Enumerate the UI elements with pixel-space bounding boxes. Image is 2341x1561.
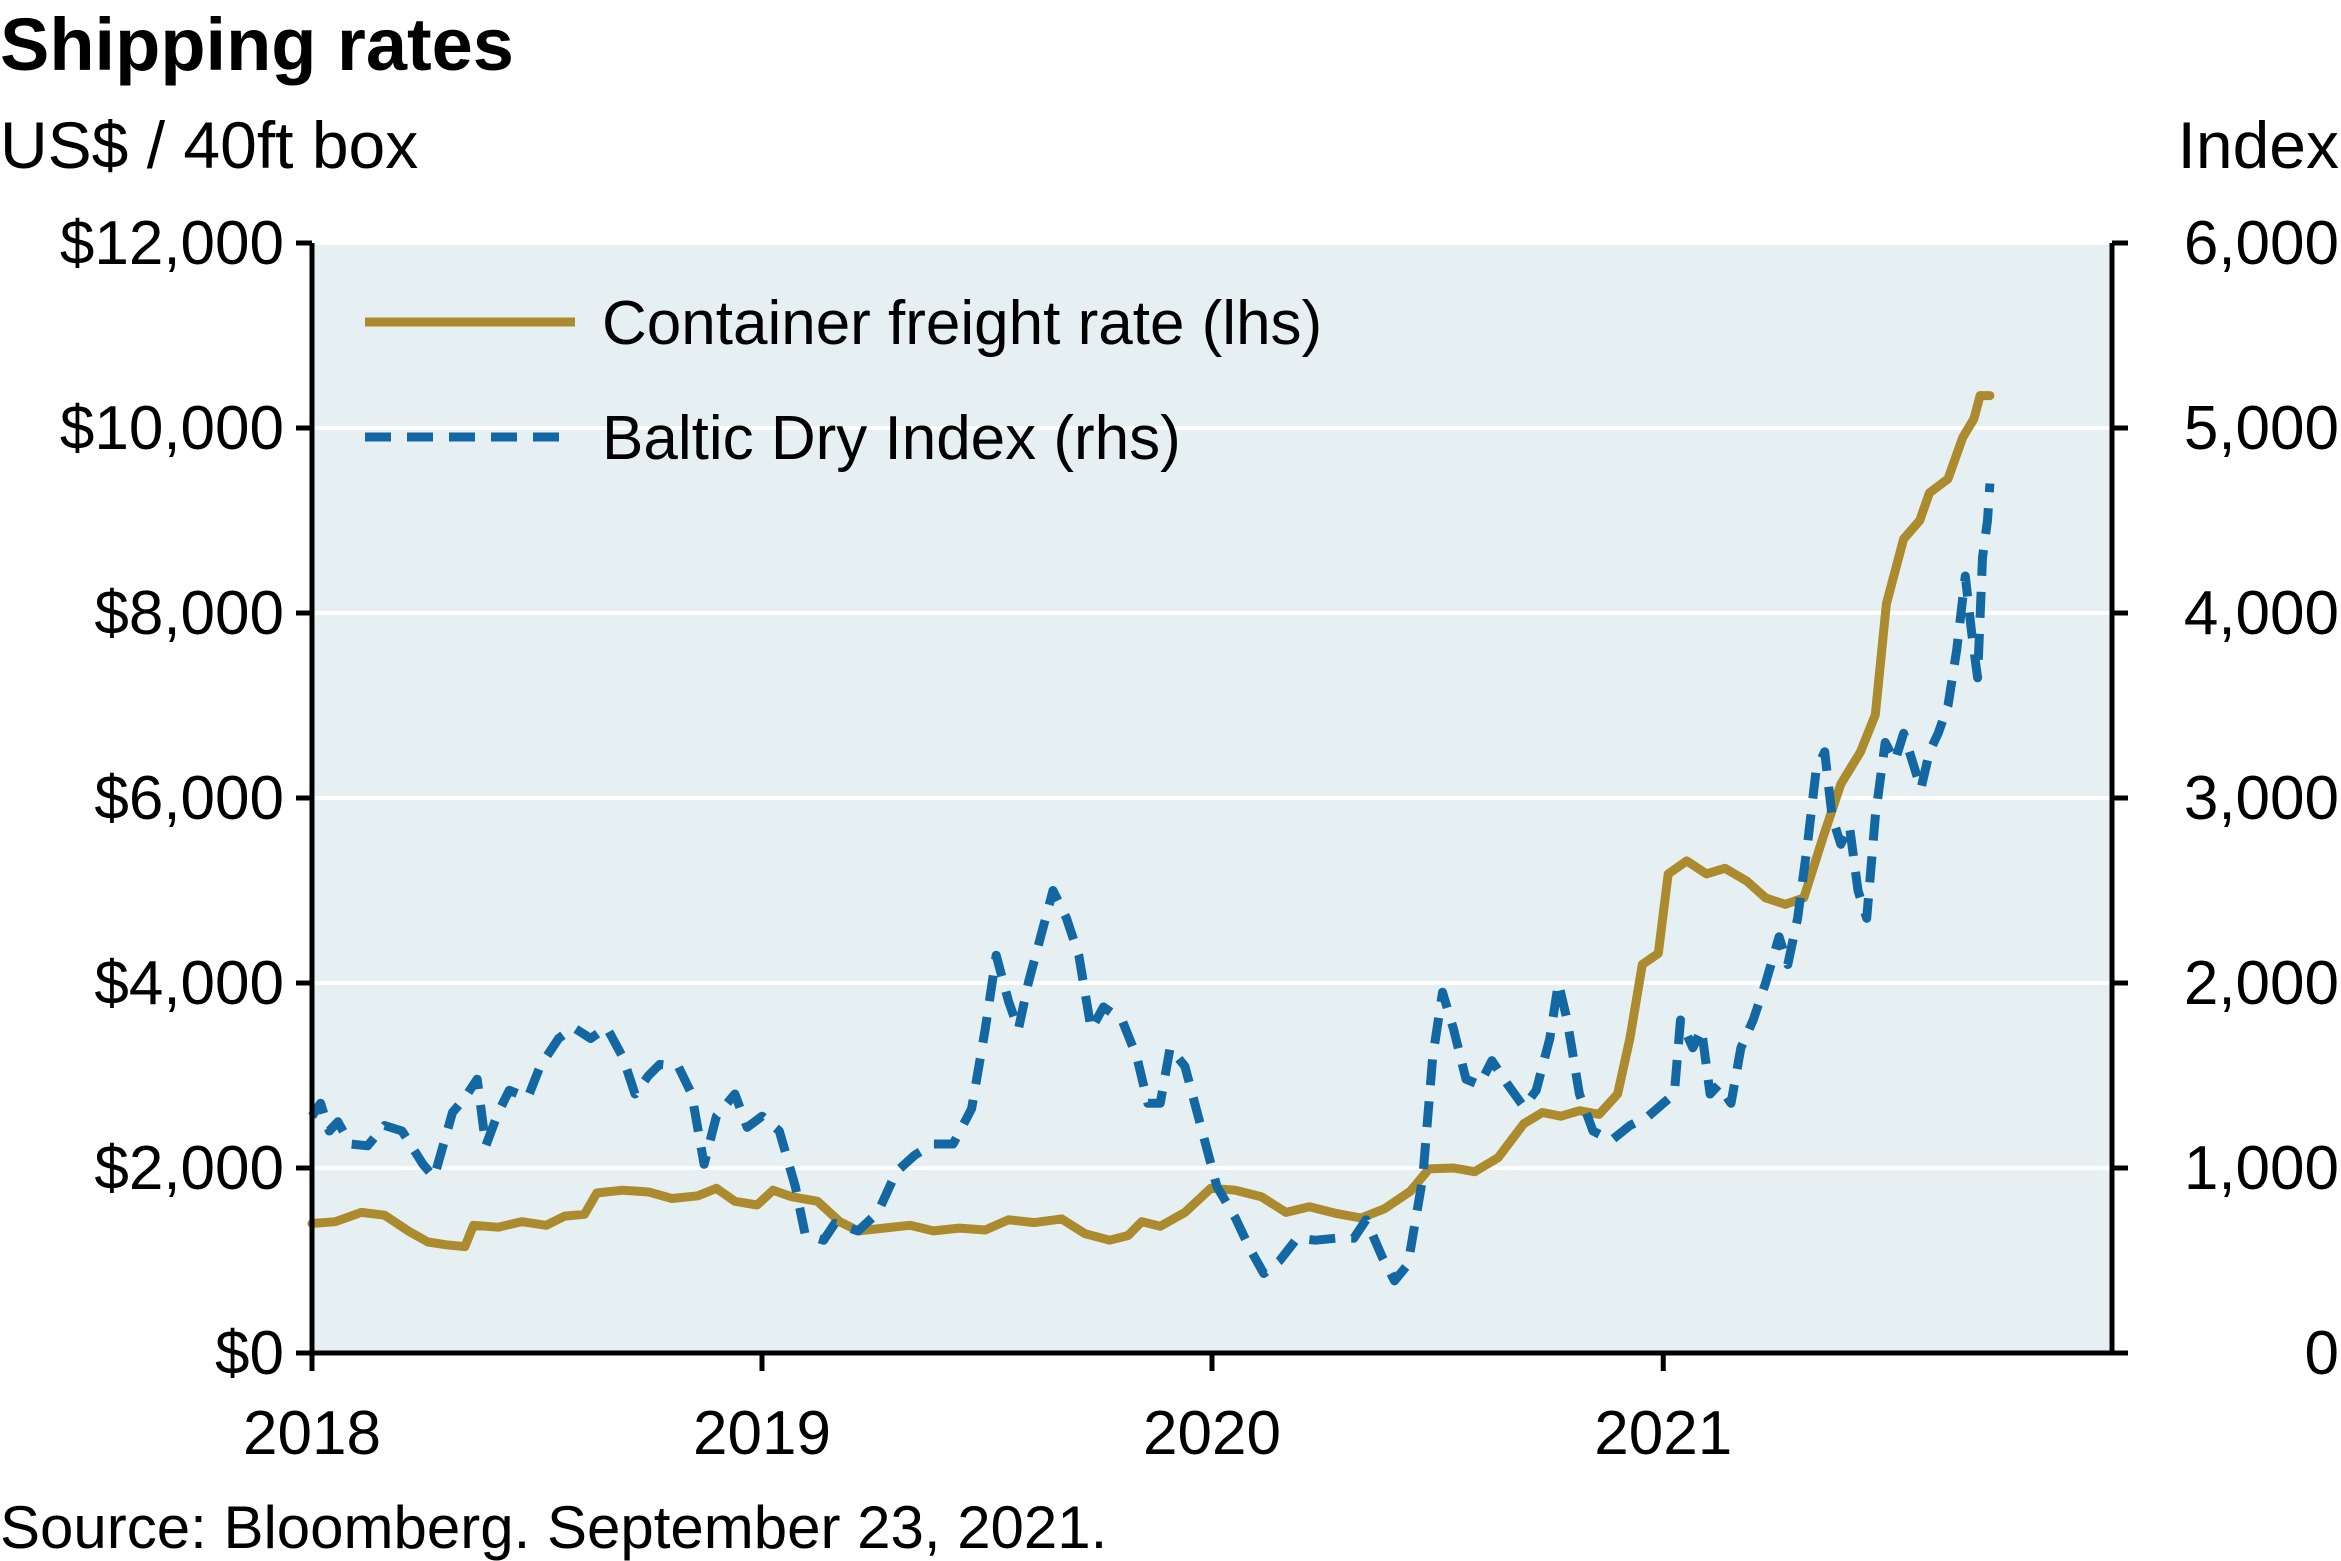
- source-note: Source: Bloomberg. September 23, 2021.: [0, 1494, 1107, 1561]
- tick-labels: $0 $2,000 $4,000 $6,000 $8,000 $10,000 $12,000…: [60, 209, 2339, 1468]
- x-tick-label: 2018: [243, 1399, 381, 1468]
- right-tick-label: 1,000: [2184, 1134, 2339, 1203]
- right-tick-label: 4,000: [2184, 579, 2339, 648]
- right-tick-label: 3,000: [2184, 764, 2339, 833]
- right-tick-label: 5,000: [2184, 394, 2339, 463]
- right-tick-label: 2,000: [2184, 949, 2339, 1018]
- right-axis-unit: Index: [2178, 108, 2339, 182]
- left-axis-unit: US$ / 40ft box: [0, 108, 418, 182]
- right-tick-label: 6,000: [2184, 209, 2339, 278]
- left-tick-label: $12,000: [60, 209, 284, 278]
- left-tick-label: $6,000: [94, 764, 284, 833]
- legend-label-baltic-dry-index: Baltic Dry Index (rhs): [602, 404, 1181, 473]
- right-tick-label: 0: [2305, 1319, 2339, 1388]
- left-tick-label: $0: [215, 1319, 284, 1388]
- x-tick-label: 2019: [693, 1399, 831, 1468]
- legend-label-container-freight: Container freight rate (lhs): [602, 289, 1322, 358]
- series-layer: [307, 391, 1995, 1286]
- axes: [296, 240, 2128, 1371]
- left-tick-label: $10,000: [60, 394, 284, 463]
- gridlines: [312, 241, 2112, 1170]
- x-tick-label: 2021: [1594, 1399, 1732, 1468]
- left-tick-label: $8,000: [94, 579, 284, 648]
- series-line-baltic-dry-index: [308, 483, 1995, 1286]
- left-tick-label: $4,000: [94, 949, 284, 1018]
- x-tick-label: 2020: [1143, 1399, 1281, 1468]
- left-tick-label: $2,000: [94, 1134, 284, 1203]
- legend: Container freight rate (lhs) Baltic Dry …: [365, 289, 1322, 473]
- chart-title: Shipping rates: [0, 3, 514, 86]
